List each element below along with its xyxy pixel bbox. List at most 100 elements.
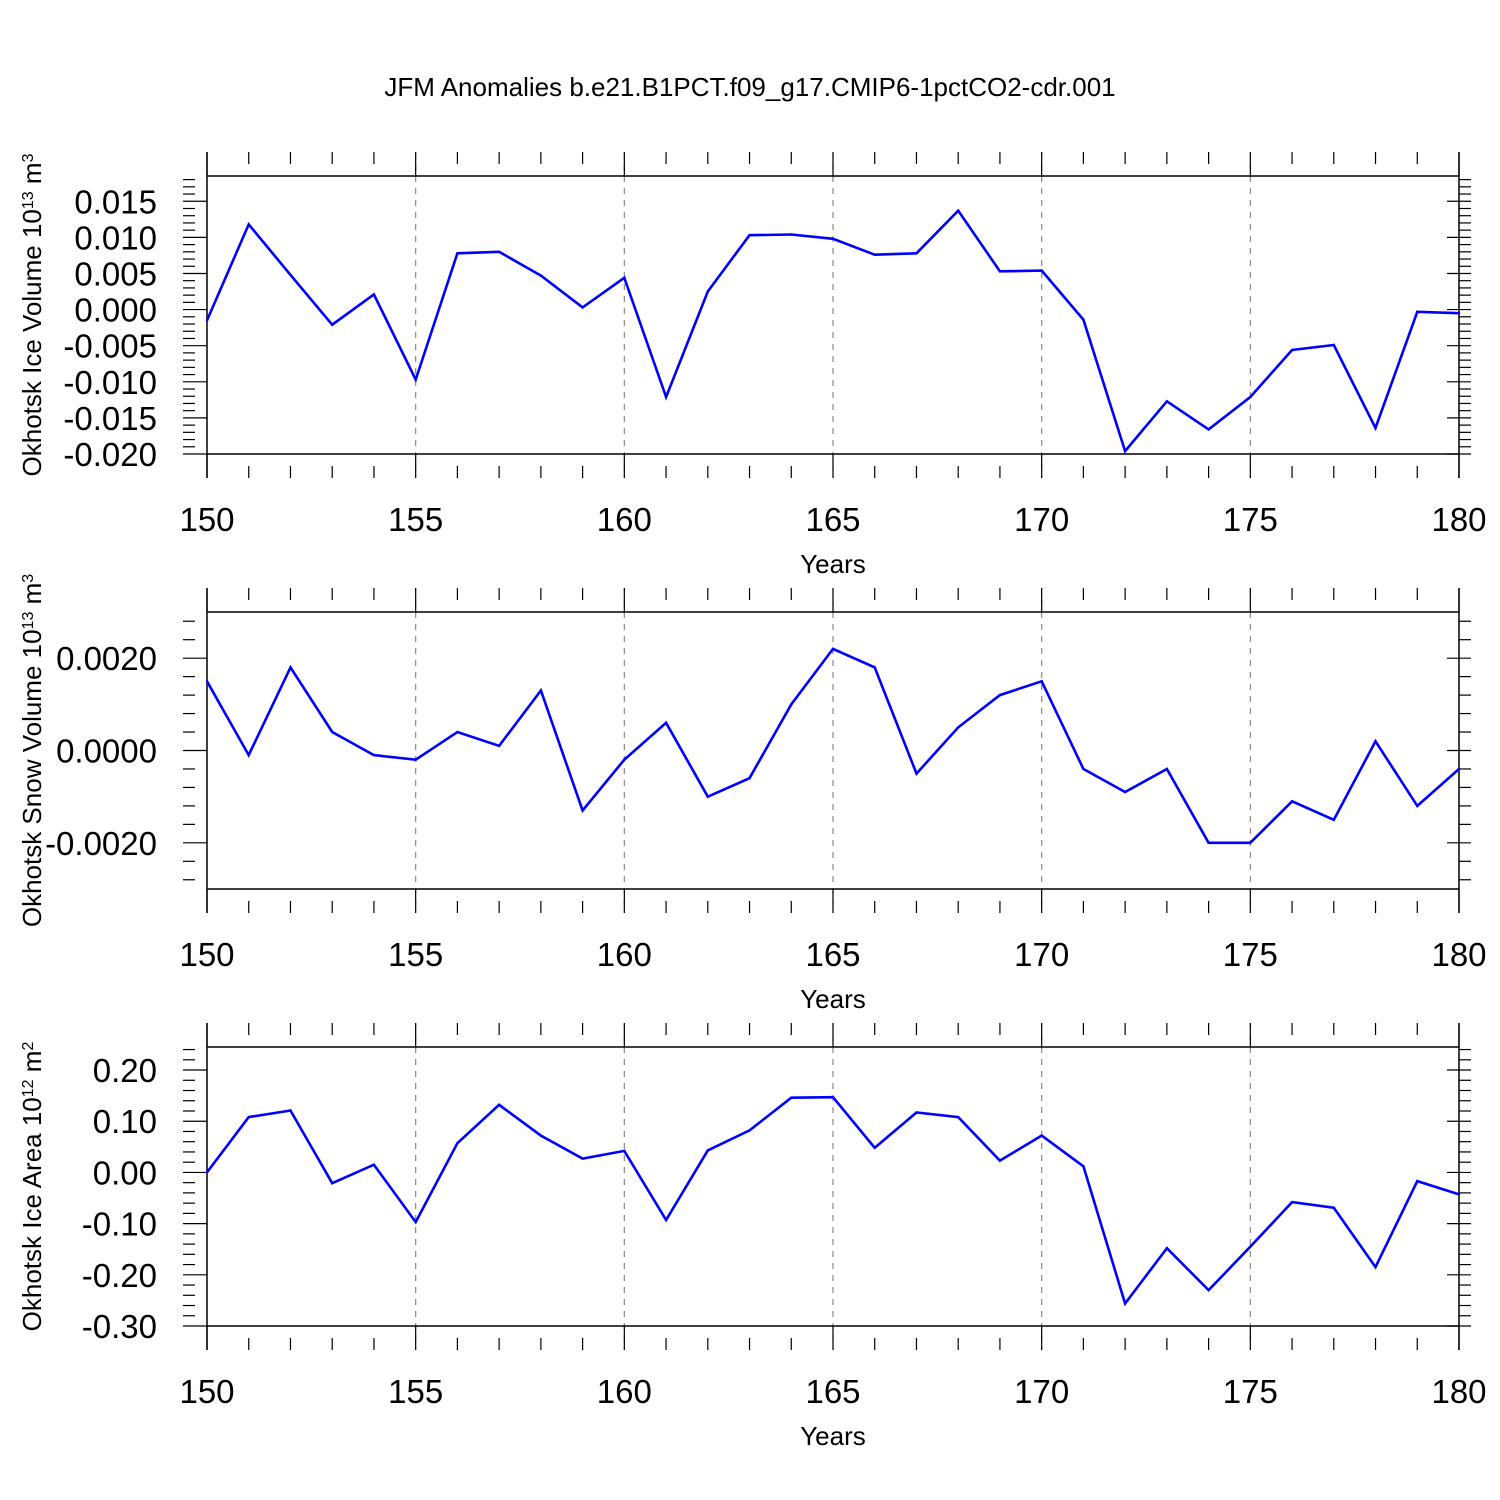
x-tick-label: 170 (1014, 936, 1069, 973)
data-point (247, 1115, 250, 1119)
data-point (497, 744, 501, 748)
data-point (331, 730, 334, 734)
data-point (1249, 1245, 1252, 1248)
data-point (1290, 1200, 1294, 1204)
series-line (205, 1095, 1460, 1307)
y-tick-label: -0.30 (82, 1308, 157, 1345)
data-point (1290, 348, 1294, 352)
x-tick-label: 160 (597, 1373, 652, 1410)
data-point (581, 306, 584, 309)
data-point (1416, 1179, 1419, 1183)
data-point (414, 1220, 417, 1224)
x-tick-label: 160 (597, 936, 652, 973)
data-point (998, 693, 1002, 697)
data-point (957, 209, 960, 212)
data-point (748, 1129, 751, 1132)
y-tick-label: 0.0000 (56, 733, 157, 770)
data-point (623, 758, 626, 761)
x-tick-label: 155 (388, 1373, 443, 1410)
y-tick-label: -0.015 (63, 400, 157, 437)
y-axis-title-text: Okhotsk Snow Volume 10 (17, 629, 47, 927)
data-point (414, 758, 417, 761)
data-point (1416, 804, 1419, 808)
data-point (1123, 1302, 1127, 1305)
data-point (247, 753, 250, 757)
data-point (831, 647, 835, 651)
data-point (873, 253, 876, 256)
data-point (205, 680, 209, 683)
data-point (915, 1111, 918, 1114)
y-axis-title-unit: m (17, 1051, 47, 1080)
data-point (372, 1163, 376, 1166)
series-line (205, 208, 1460, 454)
y-tick-label: 0.10 (93, 1103, 157, 1140)
data-point (1040, 269, 1043, 272)
y-tick-label: -0.020 (63, 436, 157, 473)
x-tick-label: 155 (388, 501, 443, 538)
data-point (957, 726, 960, 729)
data-point (331, 323, 334, 326)
y-tick-label: -0.010 (63, 364, 157, 401)
data-point (831, 1095, 835, 1099)
data-point (623, 1149, 626, 1153)
data-point (539, 1134, 543, 1137)
data-point (289, 273, 292, 277)
data-point (539, 274, 543, 277)
data-point (1123, 790, 1127, 794)
data-point (497, 1103, 501, 1107)
y-axis-title-unit: m (17, 162, 47, 191)
data-point (664, 1218, 668, 1222)
data-point (205, 319, 209, 322)
data-point (414, 378, 417, 381)
data-point (372, 753, 376, 757)
chart-title: JFM Anomalies b.e21.B1PCT.f09_g17.CMIP6-… (384, 72, 1116, 102)
x-tick-label: 150 (179, 1373, 234, 1410)
data-point (873, 666, 876, 669)
data-point (456, 730, 459, 734)
data-point (1207, 1288, 1210, 1292)
ice-area-panel: 150 155 160 165 170 175 180 -0.30 -0.20 -0.10 0.00… (17, 1023, 1487, 1451)
data-point (915, 772, 918, 775)
data-point (1457, 1193, 1461, 1196)
data-point (748, 234, 751, 237)
y-tick-label: 0.015 (74, 183, 157, 220)
data-point (915, 252, 918, 255)
x-tick-label: 175 (1223, 936, 1278, 973)
data-point (706, 1149, 709, 1152)
x-tick-label: 170 (1014, 1373, 1069, 1410)
data-point (1207, 841, 1210, 845)
data-point (247, 223, 250, 226)
y-axis-title-text: Okhotsk Ice Area 10 (17, 1097, 47, 1331)
data-point (748, 777, 751, 780)
data-point (456, 252, 459, 255)
x-tick-label: 165 (805, 501, 860, 538)
data-point (1082, 767, 1085, 771)
x-tick-label: 180 (1431, 1373, 1486, 1410)
x-tick-label: 150 (179, 936, 234, 973)
data-point (1457, 767, 1461, 771)
data-point (205, 1171, 209, 1174)
data-point (539, 689, 543, 692)
data-point (1249, 395, 1252, 399)
x-axis-title: Years (800, 1421, 866, 1451)
data-point (289, 1109, 292, 1112)
x-tick-label: 155 (388, 936, 443, 973)
y-axis-title-unit-exponent: 2 (20, 1042, 37, 1051)
data-point (1040, 1134, 1043, 1137)
data-point (1332, 1206, 1336, 1209)
data-point (456, 1142, 459, 1145)
data-point (706, 290, 709, 293)
x-tick-label: 165 (805, 936, 860, 973)
y-tick-label: 0.000 (74, 292, 157, 329)
y-axis-title: Okhotsk Ice Area 1012 m2 (17, 1042, 47, 1332)
data-point (1249, 841, 1252, 845)
data-point (623, 276, 626, 280)
x-tick-label: 175 (1223, 501, 1278, 538)
data-point (1332, 343, 1336, 347)
data-point (831, 237, 835, 241)
x-tick-label: 170 (1014, 501, 1069, 538)
y-tick-label: 0.00 (93, 1154, 157, 1191)
data-point (497, 250, 501, 254)
y-tick-label: 0.010 (74, 219, 157, 256)
